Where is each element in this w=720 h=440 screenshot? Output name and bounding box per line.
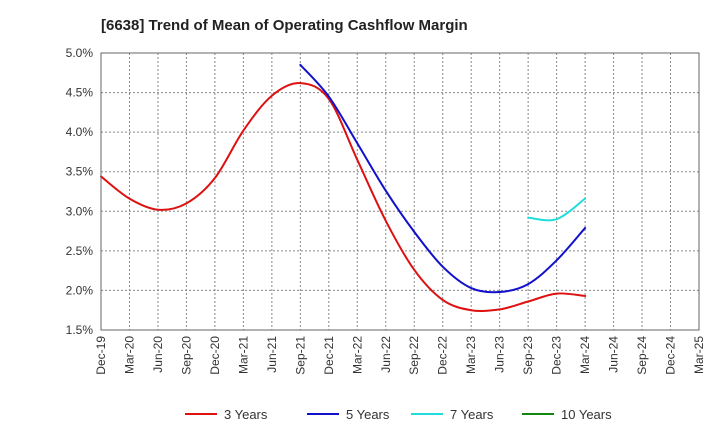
plot-frame <box>100 52 700 331</box>
x-tick-label: Mar-23 <box>464 336 478 374</box>
x-tick-label: Mar-24 <box>578 336 592 374</box>
x-tick-label: Mar-25 <box>692 336 706 374</box>
series-lines <box>100 63 587 313</box>
x-tick-label: Jun-21 <box>265 336 279 373</box>
x-tick-label: Sep-23 <box>521 336 535 375</box>
x-tick-label: Dec-23 <box>550 336 564 375</box>
y-tick-label: 4.5% <box>66 86 94 100</box>
chart-title: [6638] Trend of Mean of Operating Cashfl… <box>101 17 468 34</box>
y-tick-label: 3.5% <box>66 165 94 179</box>
x-tick-label: Mar-22 <box>350 336 364 374</box>
series-line-3-years <box>100 82 587 313</box>
y-tick-label: 2.0% <box>66 283 94 297</box>
y-tick-label: 4.0% <box>66 125 94 139</box>
series-line-7-years <box>527 197 587 222</box>
grid <box>100 52 700 331</box>
x-tick-label: Dec-24 <box>664 336 678 375</box>
x-tick-label: Jun-24 <box>607 336 621 373</box>
x-tick-label: Dec-21 <box>322 336 336 375</box>
x-tick-label: Mar-20 <box>122 336 136 374</box>
series-line-5-years <box>299 63 587 294</box>
y-tick-label: 2.5% <box>66 244 94 258</box>
legend-label-7-years: 7 Years <box>450 407 494 422</box>
y-tick-label: 3.0% <box>66 204 94 218</box>
y-tick-label: 5.0% <box>66 46 94 60</box>
x-tick-label: Jun-23 <box>493 336 507 373</box>
x-tick-label: Sep-24 <box>635 336 649 375</box>
x-axis-ticks: Dec-19 Mar-20 Jun-20 Sep-20 Dec-20 Mar-21 Jun-… <box>94 336 706 375</box>
legend: 3 Years 5 Years 7 Years 10 Years <box>185 407 612 422</box>
legend-label-3-years: 3 Years <box>224 407 268 422</box>
legend-label-5-years: 5 Years <box>346 407 390 422</box>
x-tick-label: Jun-22 <box>379 336 393 373</box>
x-tick-label: Mar-21 <box>236 336 250 374</box>
x-tick-label: Dec-19 <box>94 336 108 375</box>
x-tick-label: Sep-22 <box>407 336 421 375</box>
legend-label-10-years: 10 Years <box>561 407 612 422</box>
x-tick-label: Sep-20 <box>179 336 193 375</box>
y-axis-ticks: 1.5% 2.0% 2.5% 3.0% 3.5% 4.0% 4.5% 5.0% <box>66 46 94 337</box>
y-tick-label: 1.5% <box>66 323 94 337</box>
x-tick-label: Jun-20 <box>151 336 165 373</box>
x-tick-label: Dec-22 <box>436 336 450 375</box>
x-tick-label: Sep-21 <box>293 336 307 375</box>
x-tick-label: Dec-20 <box>208 336 222 375</box>
